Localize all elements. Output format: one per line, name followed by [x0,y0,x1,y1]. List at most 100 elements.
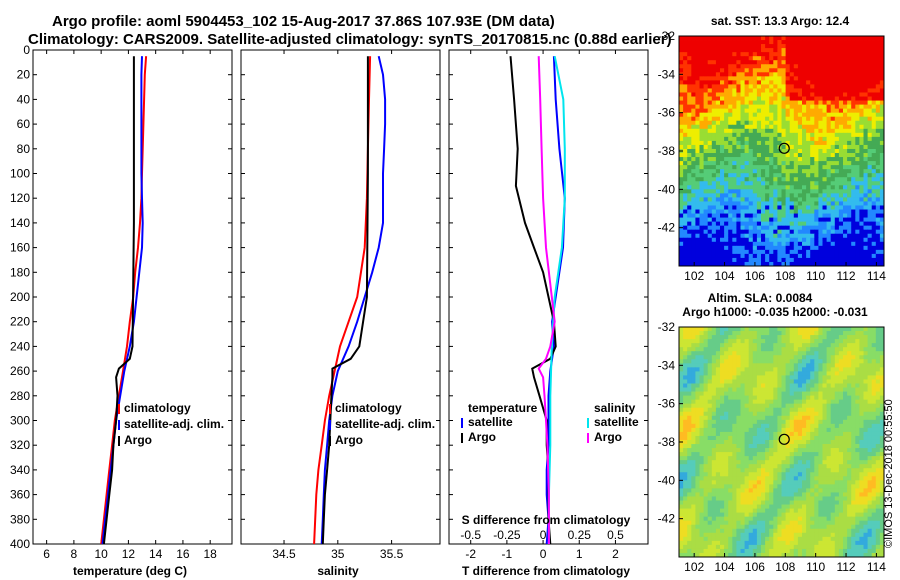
map-cell [851,80,856,85]
map-cell [683,335,688,340]
map-cell [679,153,684,158]
map-cell [834,427,840,433]
map-cell [777,72,782,77]
map-cell [728,56,733,61]
map-cell [728,124,733,130]
map-cell [769,124,774,130]
map-cell [818,124,823,130]
map-cell [732,112,737,118]
map-cell [740,391,745,396]
map-cell [810,165,815,170]
map-cell [781,427,786,433]
map-cell [687,472,692,477]
map-cell [748,411,754,417]
map-cell [720,124,725,130]
map-cell [781,241,786,247]
map-cell [679,197,684,202]
map-cell [683,217,688,223]
map-cell [781,351,786,356]
map-cell [761,165,766,170]
map-cell [765,60,770,65]
map-cell [838,225,844,231]
map-cell [789,261,795,267]
map-cell [728,221,733,227]
map-cell [752,460,758,465]
map-cell [687,229,692,235]
map-cell [855,460,860,465]
map-cell [802,128,807,134]
map-cell [711,237,717,243]
map-cell [802,217,807,223]
map-cell [879,331,885,336]
map-cell [875,448,881,453]
map-cell [867,96,873,101]
map-cell [851,335,856,340]
map-cell [724,363,729,368]
map-cell [748,112,754,118]
map-cell [859,169,864,174]
map-cell [802,44,807,49]
map-cell [797,124,803,130]
map-cell [810,60,815,65]
map-cell [834,327,840,332]
map-cell [728,181,733,186]
map-cell [777,128,782,134]
map-cell [797,435,803,441]
map-cell [843,197,848,202]
map-cell [777,355,782,360]
map-cell [732,347,737,352]
map-cell [777,375,782,380]
map-cell [859,379,864,384]
map-cell [851,439,856,445]
map-cell [826,363,832,368]
map-cell [814,72,819,77]
map-cell [851,124,856,130]
map-cell [695,108,700,114]
map-cell [806,36,811,41]
map-cell [797,217,803,223]
map-cell [740,359,745,364]
map-cell [838,439,844,445]
map-cell [765,64,770,69]
map-cell [789,331,795,336]
map-cell [806,331,811,336]
map-cell [687,104,692,110]
map-cell [822,173,827,178]
map-cell [814,249,819,255]
map-cell [707,472,713,477]
map-cell [711,120,717,126]
map-cell [863,367,868,372]
diff-legend-sal-argo-label: Argo [594,430,622,444]
map-cell [732,84,737,89]
map-cell [683,261,688,267]
map-cell [781,355,786,360]
map-cell [822,452,827,457]
map-cell [830,468,836,473]
map-cell [871,112,877,118]
map-cell [818,423,823,429]
map-cell [879,132,885,138]
map-cell [695,205,700,210]
map-cell [810,209,815,214]
map-cell [781,40,786,45]
map-cell [756,36,762,41]
map-cell [834,331,840,336]
map-cell [740,221,745,227]
map-cell [707,367,713,372]
map-cell [711,403,717,409]
map-cell [810,84,815,89]
map-cell [851,88,856,93]
map-cell [789,245,795,251]
map-cell [748,165,754,170]
map-cell [777,213,782,218]
map-cell [744,335,750,340]
map-cell [802,253,807,259]
map-cell [699,439,704,445]
map-cell [867,116,873,122]
map-cell [830,201,836,206]
map-cell [728,375,733,380]
map-cell [875,339,881,344]
map-cell [777,347,782,352]
map-cell [707,100,713,105]
map-cell [707,399,713,405]
